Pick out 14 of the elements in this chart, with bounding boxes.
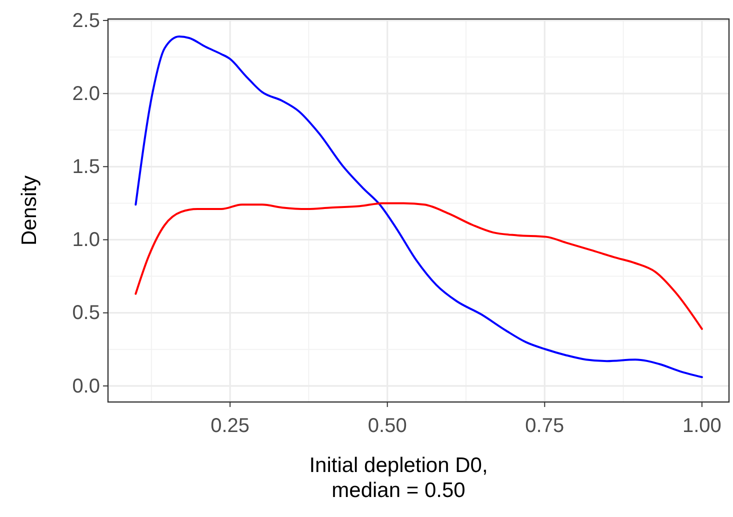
- y-axis-title: Density: [18, 174, 41, 246]
- y-tick-label: 2.5: [72, 10, 100, 32]
- x-tick-label: 0.50: [368, 415, 407, 437]
- y-tick-label: 1.0: [72, 229, 100, 252]
- x-tick-label: 0.25: [210, 415, 250, 437]
- x-axis-title: Initial depletion D0, median = 0.50: [309, 454, 488, 502]
- y-tick-label: 0.0: [72, 375, 100, 398]
- y-tick-label: 0.5: [72, 302, 100, 324]
- y-tick-label: 1.5: [72, 156, 100, 178]
- y-tick-label: 2.0: [72, 82, 100, 105]
- x-tick-label: 0.75: [525, 415, 564, 437]
- line-series: [134, 36, 703, 378]
- line-series: [134, 202, 703, 330]
- x-tick-label: 1.00: [682, 415, 722, 437]
